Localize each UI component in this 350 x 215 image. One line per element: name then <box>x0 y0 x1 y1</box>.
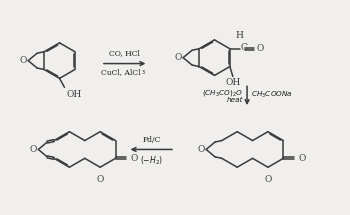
Text: $(-H_2)$: $(-H_2)$ <box>140 154 163 167</box>
Text: $(CH_3CO)_2O$: $(CH_3CO)_2O$ <box>202 88 243 98</box>
Text: O: O <box>30 145 37 154</box>
Text: O: O <box>298 154 306 163</box>
Text: O: O <box>257 44 264 53</box>
Text: $_3$: $_3$ <box>141 69 146 77</box>
Text: O: O <box>264 175 272 184</box>
Text: OH: OH <box>66 90 82 99</box>
Text: O: O <box>175 53 182 62</box>
Text: C: C <box>241 43 247 52</box>
Text: Pd/C: Pd/C <box>142 135 161 144</box>
Text: O: O <box>130 154 138 163</box>
Text: OH: OH <box>225 78 240 87</box>
Text: H: H <box>236 31 244 40</box>
Text: O: O <box>97 175 104 184</box>
Text: CO, HCl: CO, HCl <box>109 50 140 58</box>
Text: heat: heat <box>226 97 243 103</box>
Text: O: O <box>198 145 205 154</box>
Text: O: O <box>20 56 27 65</box>
Text: $CH_3COONa$: $CH_3COONa$ <box>251 90 293 100</box>
Text: CuCl, AlCl: CuCl, AlCl <box>101 69 140 77</box>
